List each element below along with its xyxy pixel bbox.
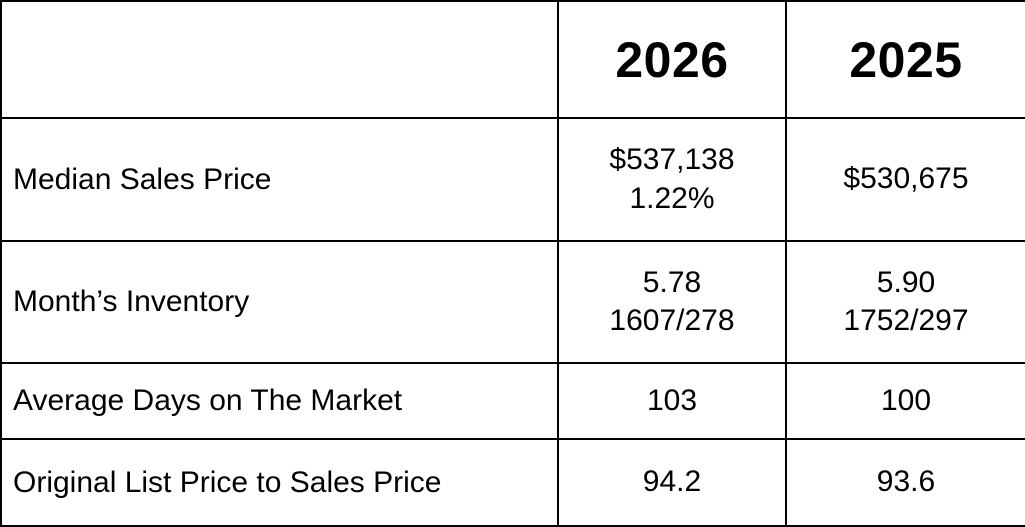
- table-row-median-sales-price: Median Sales Price $537,138 1.22% $530,6…: [0, 117, 1025, 242]
- average-days-2026-value: 103: [646, 383, 698, 417]
- median-sales-price-2026-value: $537,138: [609, 143, 735, 177]
- table-row-months-inventory: Month’s Inventory 5.78 1607/278 5.90 175…: [0, 240, 1025, 364]
- row-label-median-sales-price: Median Sales Price: [0, 117, 559, 242]
- list-to-sales-2025: 93.6: [785, 438, 1025, 527]
- months-inventory-2026-value: 5.78: [642, 265, 702, 299]
- header-metric-empty: [0, 0, 559, 119]
- list-to-sales-2026: 94.2: [557, 438, 787, 527]
- header-year-2025: 2025: [785, 0, 1025, 119]
- months-inventory-2025: 5.90 1752/297: [785, 240, 1025, 364]
- table-header-row: 2026 2025: [0, 0, 1025, 119]
- row-label-list-price-to-sales-price: Original List Price to Sales Price: [0, 438, 559, 527]
- median-sales-price-2025-value: $530,675: [843, 162, 969, 196]
- list-to-sales-2026-value: 94.2: [642, 465, 702, 499]
- months-inventory-2025-value: 5.90: [876, 265, 936, 299]
- average-days-2025-value: 100: [880, 383, 932, 417]
- median-sales-price-2025: $530,675: [785, 117, 1025, 242]
- median-sales-price-2026: $537,138 1.22%: [557, 117, 787, 242]
- median-sales-price-2026-change: 1.22%: [629, 181, 715, 215]
- months-inventory-2026: 5.78 1607/278: [557, 240, 787, 364]
- table-row-average-days-on-market: Average Days on The Market 103 100: [0, 362, 1025, 440]
- average-days-2025: 100: [785, 362, 1025, 440]
- row-label-months-inventory: Month’s Inventory: [0, 240, 559, 364]
- months-inventory-2025-ratio: 1752/297: [843, 304, 969, 337]
- average-days-2026: 103: [557, 362, 787, 440]
- row-label-average-days-on-market: Average Days on The Market: [0, 362, 559, 440]
- table-row-list-price-to-sales-price: Original List Price to Sales Price 94.2 …: [0, 438, 1025, 527]
- months-inventory-2026-ratio: 1607/278: [609, 304, 735, 337]
- list-to-sales-2025-value: 93.6: [876, 465, 936, 499]
- header-year-2026: 2026: [557, 0, 787, 119]
